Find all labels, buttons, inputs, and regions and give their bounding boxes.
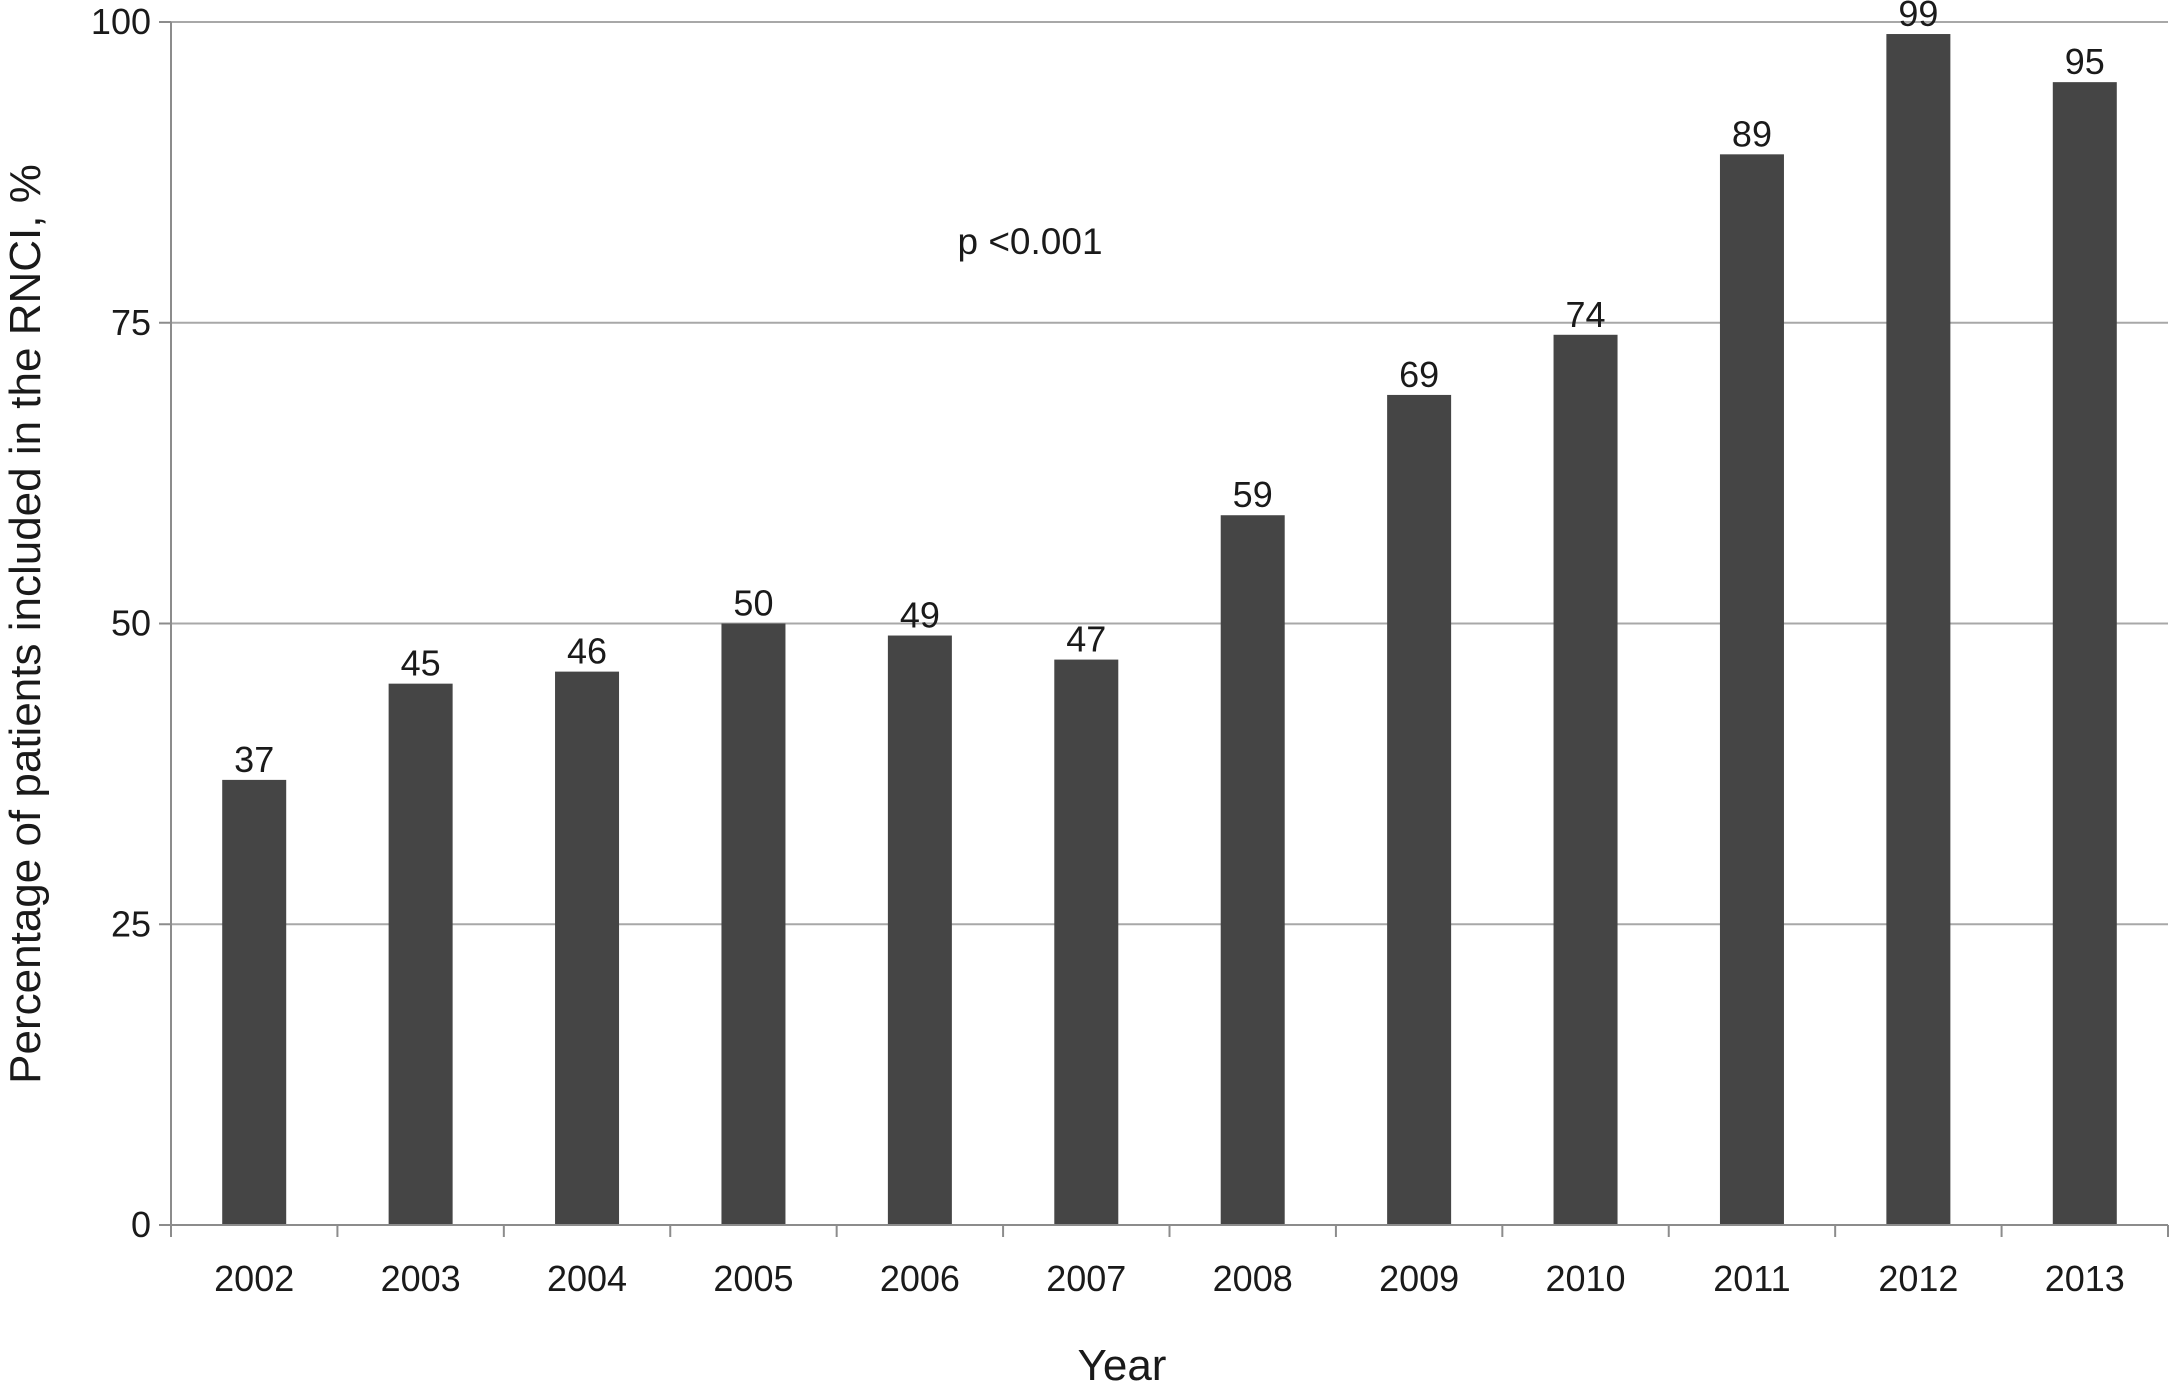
- bar-2007: [1054, 659, 1119, 1225]
- y-tick-labels: 0 25 50 75 100: [91, 1, 151, 1245]
- bar-2011: [1719, 154, 1784, 1226]
- bar-2005: [721, 623, 786, 1225]
- data-label-2002: 37: [234, 739, 274, 780]
- bar-2012: [1886, 34, 1951, 1225]
- y-tick-label: 50: [111, 603, 151, 644]
- x-tick-label: 2006: [880, 1258, 960, 1299]
- x-tick-label: 2011: [1713, 1258, 1790, 1299]
- data-label-2010: 74: [1566, 294, 1606, 335]
- x-tick-label: 2012: [1878, 1258, 1958, 1299]
- axes: [159, 21, 2169, 1237]
- p-value-annotation: p <0.001: [957, 221, 1102, 262]
- bar-2008: [1220, 515, 1285, 1225]
- x-tick-label: 2007: [1046, 1258, 1126, 1299]
- x-tick-label: 2009: [1379, 1258, 1459, 1299]
- bar-2006: [887, 635, 952, 1225]
- x-tick-label: 2008: [1213, 1258, 1293, 1299]
- x-tick-label: 2010: [1545, 1258, 1625, 1299]
- data-label-2012: 99: [1898, 0, 1938, 34]
- data-label-2006: 49: [900, 595, 940, 636]
- bars: [222, 34, 2117, 1226]
- bar-2003: [388, 683, 453, 1225]
- data-label-2007: 47: [1066, 619, 1106, 660]
- x-axis-title: Year: [1078, 1341, 1167, 1390]
- bar-2002: [222, 779, 287, 1225]
- data-label-2008: 59: [1233, 474, 1273, 515]
- bar-2010: [1553, 334, 1618, 1225]
- data-label-2004: 46: [567, 631, 607, 672]
- y-tick-label: 0: [131, 1204, 151, 1245]
- x-tick-label: 2003: [381, 1258, 461, 1299]
- data-label-2003: 45: [401, 643, 441, 684]
- bar-2013: [2052, 82, 2117, 1225]
- gridlines: [171, 21, 2168, 926]
- data-labels: 37 45 46 50 49 47 59 69 74 89 99 95: [234, 0, 2105, 780]
- data-label-2011: 89: [1732, 113, 1772, 154]
- x-tick-labels: 2002 2003 2004 2005 2006 2007 2008 2009 2010 2011…: [214, 1258, 2125, 1299]
- bar-2004: [555, 671, 620, 1225]
- x-tick-label: 2013: [2045, 1258, 2125, 1299]
- data-label-2013: 95: [2065, 41, 2105, 82]
- data-label-2009: 69: [1399, 354, 1439, 395]
- data-label-2005: 50: [733, 583, 773, 624]
- y-tick-label: 75: [111, 302, 151, 343]
- y-tick-label: 25: [111, 903, 151, 944]
- x-tick-label: 2004: [547, 1258, 627, 1299]
- y-axis-title: Percentage of patients included in the R…: [1, 164, 50, 1084]
- y-tick-label: 100: [91, 1, 151, 42]
- bar-2009: [1387, 394, 1452, 1225]
- x-tick-label: 2005: [713, 1258, 793, 1299]
- x-tick-label: 2002: [214, 1258, 294, 1299]
